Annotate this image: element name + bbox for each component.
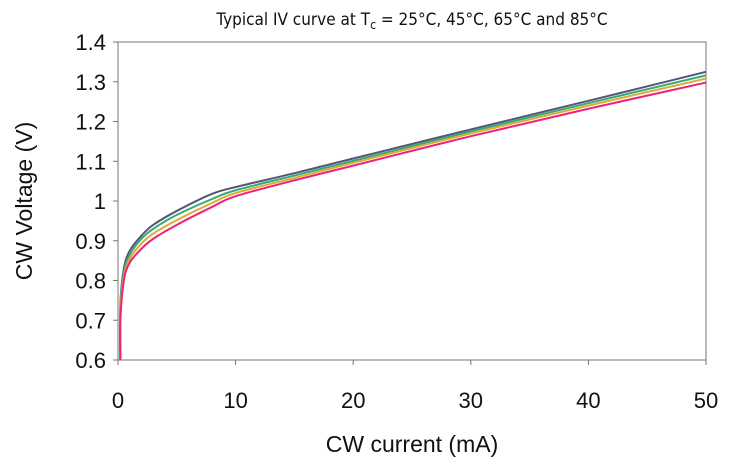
y-tick-label: 0.6 — [75, 348, 106, 373]
x-tick-label: 50 — [694, 388, 718, 413]
x-tick-label: 10 — [223, 388, 247, 413]
series-layer — [119, 70, 707, 361]
y-tick-label: 0.8 — [75, 269, 106, 294]
y-tick-label: 1.3 — [75, 70, 106, 95]
y-tick-label: 0.9 — [75, 229, 106, 254]
x-tick-label: 40 — [576, 388, 600, 413]
x-axis-ticks: 0 10 20 30 40 50 — [112, 360, 718, 413]
series-line-1 — [119, 70, 707, 361]
series-line-3 — [119, 77, 707, 361]
y-tick-label: 1.4 — [75, 30, 106, 55]
y-axis-title: CW Voltage (V) — [11, 122, 37, 281]
y-tick-label: 1.2 — [75, 110, 106, 135]
y-tick-label: 0.7 — [75, 308, 106, 333]
x-tick-label: 0 — [112, 388, 124, 413]
y-axis-ticks: 0.6 0.7 0.8 0.9 1 1.1 1.2 1.3 1.4 — [75, 30, 118, 373]
y-tick-label: 1 — [94, 189, 106, 214]
y-tick-label: 1.1 — [75, 149, 106, 174]
x-tick-label: 30 — [459, 388, 483, 413]
chart-title: Typical IV curve at Tc = 25°C, 45°C, 65°… — [215, 10, 607, 32]
x-axis-title: CW current (mA) — [326, 431, 499, 457]
series-line-2 — [119, 74, 707, 361]
series-line-4 — [119, 81, 707, 361]
x-tick-label: 20 — [341, 388, 365, 413]
